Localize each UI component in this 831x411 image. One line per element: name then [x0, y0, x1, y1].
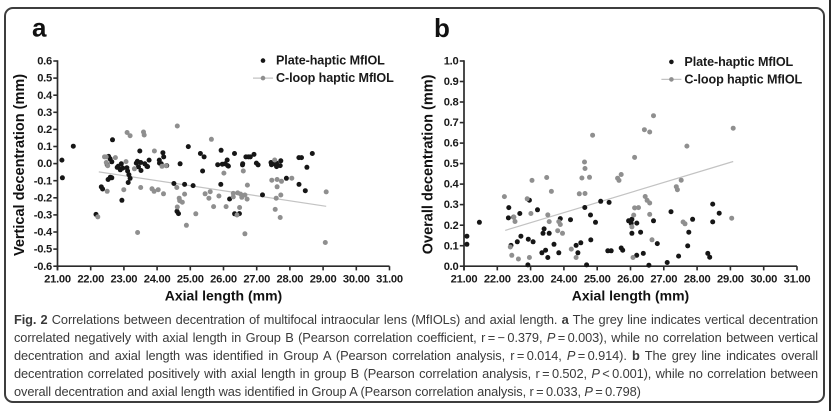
svg-text:0.1: 0.1	[444, 240, 459, 252]
svg-text:24.00: 24.00	[551, 274, 578, 286]
svg-text:C-loop haptic MfIOL: C-loop haptic MfIOL	[684, 72, 802, 86]
svg-text:0.2: 0.2	[444, 220, 459, 232]
svg-text:Plate-haptic MfIOL: Plate-haptic MfIOL	[684, 55, 793, 69]
svg-text:0.1: 0.1	[37, 141, 52, 153]
svg-text:23.00: 23.00	[517, 274, 544, 286]
svg-text:Axial length (mm): Axial length (mm)	[572, 288, 689, 304]
svg-text:29.00: 29.00	[310, 274, 337, 286]
svg-text:27.00: 27.00	[650, 274, 677, 286]
svg-text:Overall decentration (mm): Overall decentration (mm)	[421, 74, 437, 254]
svg-text:a: a	[32, 13, 47, 43]
svg-text:23.00: 23.00	[111, 274, 138, 286]
svg-text:0.6: 0.6	[444, 138, 459, 150]
svg-text:31.00: 31.00	[376, 274, 403, 286]
svg-text:0.5: 0.5	[37, 73, 52, 85]
svg-text:0.0: 0.0	[37, 158, 52, 170]
svg-text:C-loop haptic MfIOL: C-loop haptic MfIOL	[276, 71, 394, 85]
svg-text:31.00: 31.00	[784, 274, 811, 286]
svg-text:26.00: 26.00	[210, 274, 237, 286]
svg-text:30.00: 30.00	[343, 274, 370, 286]
svg-text:21.00: 21.00	[44, 274, 71, 286]
svg-text:0.3: 0.3	[444, 199, 459, 211]
svg-text:-0.5: -0.5	[34, 244, 52, 256]
svg-text:0.2: 0.2	[37, 124, 52, 136]
svg-text:0.8: 0.8	[444, 97, 459, 109]
svg-text:-0.3: -0.3	[34, 210, 52, 222]
svg-text:0.9: 0.9	[444, 76, 459, 88]
svg-text:25.00: 25.00	[584, 274, 611, 286]
svg-text:24.00: 24.00	[144, 274, 171, 286]
svg-text:28.00: 28.00	[684, 274, 711, 286]
svg-text:Vertical decentration (mm): Vertical decentration (mm)	[12, 74, 28, 256]
svg-text:-0.6: -0.6	[34, 261, 52, 273]
svg-text:26.00: 26.00	[617, 274, 644, 286]
svg-text:27.00: 27.00	[243, 274, 270, 286]
svg-text:-0.4: -0.4	[34, 227, 53, 239]
svg-text:0.4: 0.4	[37, 90, 53, 102]
svg-text:Axial length (mm): Axial length (mm)	[165, 288, 282, 304]
svg-text:b: b	[434, 13, 450, 43]
svg-text:0.7: 0.7	[444, 117, 459, 129]
svg-text:22.00: 22.00	[77, 274, 104, 286]
svg-text:0.5: 0.5	[444, 158, 459, 170]
svg-text:0.4: 0.4	[444, 179, 460, 191]
svg-text:29.00: 29.00	[717, 274, 744, 286]
svg-text:28.00: 28.00	[277, 274, 304, 286]
svg-text:1.0: 1.0	[444, 56, 459, 68]
svg-text:0.3: 0.3	[37, 107, 52, 119]
svg-text:0.0: 0.0	[444, 261, 459, 273]
svg-text:25.00: 25.00	[177, 274, 204, 286]
svg-text:Plate-haptic MfIOL: Plate-haptic MfIOL	[276, 54, 385, 68]
svg-text:30.00: 30.00	[750, 274, 777, 286]
svg-text:-0.2: -0.2	[34, 192, 52, 204]
svg-text:-0.1: -0.1	[34, 175, 52, 187]
svg-text:21.00: 21.00	[451, 274, 478, 286]
svg-text:22.00: 22.00	[484, 274, 511, 286]
svg-text:0.6: 0.6	[37, 56, 52, 68]
